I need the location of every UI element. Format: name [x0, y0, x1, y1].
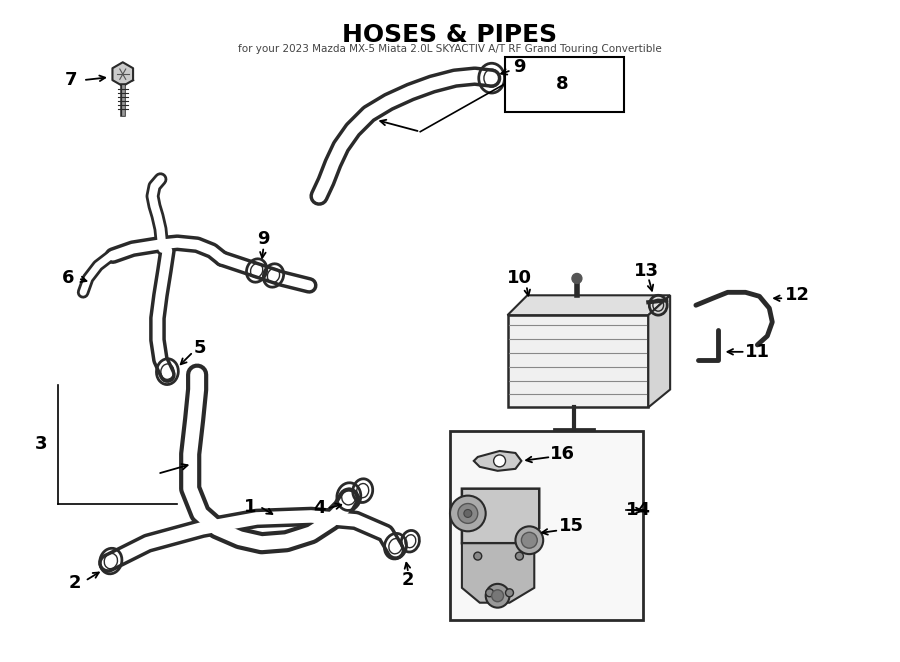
Text: 1: 1 — [243, 498, 256, 516]
Text: for your 2023 Mazda MX-5 Miata 2.0L SKYACTIV A/T RF Grand Touring Convertible: for your 2023 Mazda MX-5 Miata 2.0L SKYA… — [238, 44, 662, 54]
Text: 8: 8 — [555, 75, 569, 93]
Polygon shape — [112, 62, 133, 86]
Text: 4: 4 — [313, 500, 326, 518]
Polygon shape — [462, 544, 535, 602]
Circle shape — [491, 590, 503, 602]
Circle shape — [486, 584, 509, 608]
Circle shape — [521, 532, 537, 548]
Text: 13: 13 — [634, 261, 659, 279]
Text: 2: 2 — [69, 574, 81, 592]
Text: 2: 2 — [402, 571, 415, 589]
Text: 9: 9 — [513, 58, 526, 76]
Text: HOSES & PIPES: HOSES & PIPES — [342, 23, 558, 46]
Circle shape — [572, 273, 582, 283]
Circle shape — [473, 552, 482, 560]
Polygon shape — [508, 315, 648, 407]
Circle shape — [486, 589, 493, 596]
Text: 10: 10 — [507, 269, 532, 287]
Circle shape — [450, 496, 486, 532]
Circle shape — [464, 510, 472, 518]
Polygon shape — [473, 451, 521, 471]
Text: 7: 7 — [65, 71, 77, 89]
Polygon shape — [648, 295, 670, 407]
Circle shape — [516, 552, 524, 560]
Circle shape — [493, 455, 506, 467]
Circle shape — [516, 526, 544, 554]
Text: 14: 14 — [626, 502, 651, 520]
Text: 12: 12 — [785, 286, 810, 305]
Text: 6: 6 — [62, 269, 75, 287]
Text: 11: 11 — [745, 343, 770, 361]
Text: 9: 9 — [257, 230, 270, 248]
Bar — [450, 431, 644, 620]
Circle shape — [458, 504, 478, 524]
Text: 3: 3 — [35, 435, 48, 453]
Bar — [505, 58, 624, 112]
Polygon shape — [508, 295, 670, 315]
Circle shape — [506, 589, 514, 596]
Text: 15: 15 — [559, 517, 583, 536]
Polygon shape — [462, 489, 539, 544]
Text: 5: 5 — [194, 339, 206, 357]
Text: 16: 16 — [550, 445, 574, 463]
